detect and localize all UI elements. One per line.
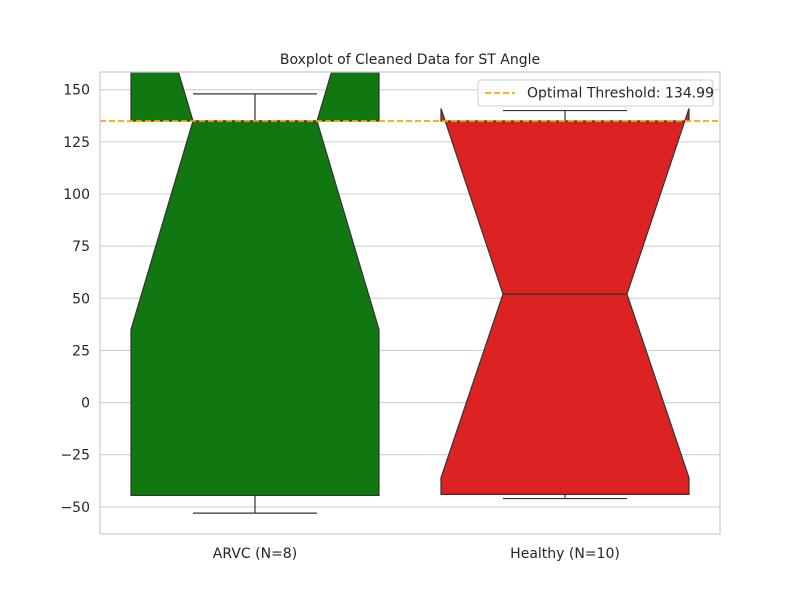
box-layer xyxy=(130,72,690,514)
legend: Optimal Threshold: 134.99 xyxy=(477,79,714,107)
x-tick-label: Healthy (N=10) xyxy=(510,546,620,562)
y-tick-label: 25 xyxy=(72,343,90,359)
box-group xyxy=(440,108,690,500)
y-tick-label: −50 xyxy=(60,500,90,516)
x-tick-label: ARVC (N=8) xyxy=(213,546,297,562)
y-axis-ticks: −50 −25 0 25 50 75 100 125 150 xyxy=(60,83,90,516)
legend-box xyxy=(477,79,714,107)
y-tick-label: 100 xyxy=(63,187,90,203)
legend-threshold-label: Optimal Threshold: 134.99 xyxy=(527,86,714,102)
y-tick-label: 0 xyxy=(81,396,90,412)
box-body xyxy=(440,108,690,495)
y-tick-label: 75 xyxy=(72,239,90,255)
y-tick-label: 50 xyxy=(72,291,90,307)
box-group xyxy=(130,72,380,514)
y-tick-label: 150 xyxy=(63,83,90,99)
box-body xyxy=(130,72,380,496)
y-tick-label: 125 xyxy=(63,135,90,151)
y-tick-label: −25 xyxy=(60,448,90,464)
x-axis-ticks: ARVC (N=8) Healthy (N=10) xyxy=(213,546,620,562)
chart-title: Boxplot of Cleaned Data for ST Angle xyxy=(280,52,540,68)
plot-frame xyxy=(99,71,721,535)
